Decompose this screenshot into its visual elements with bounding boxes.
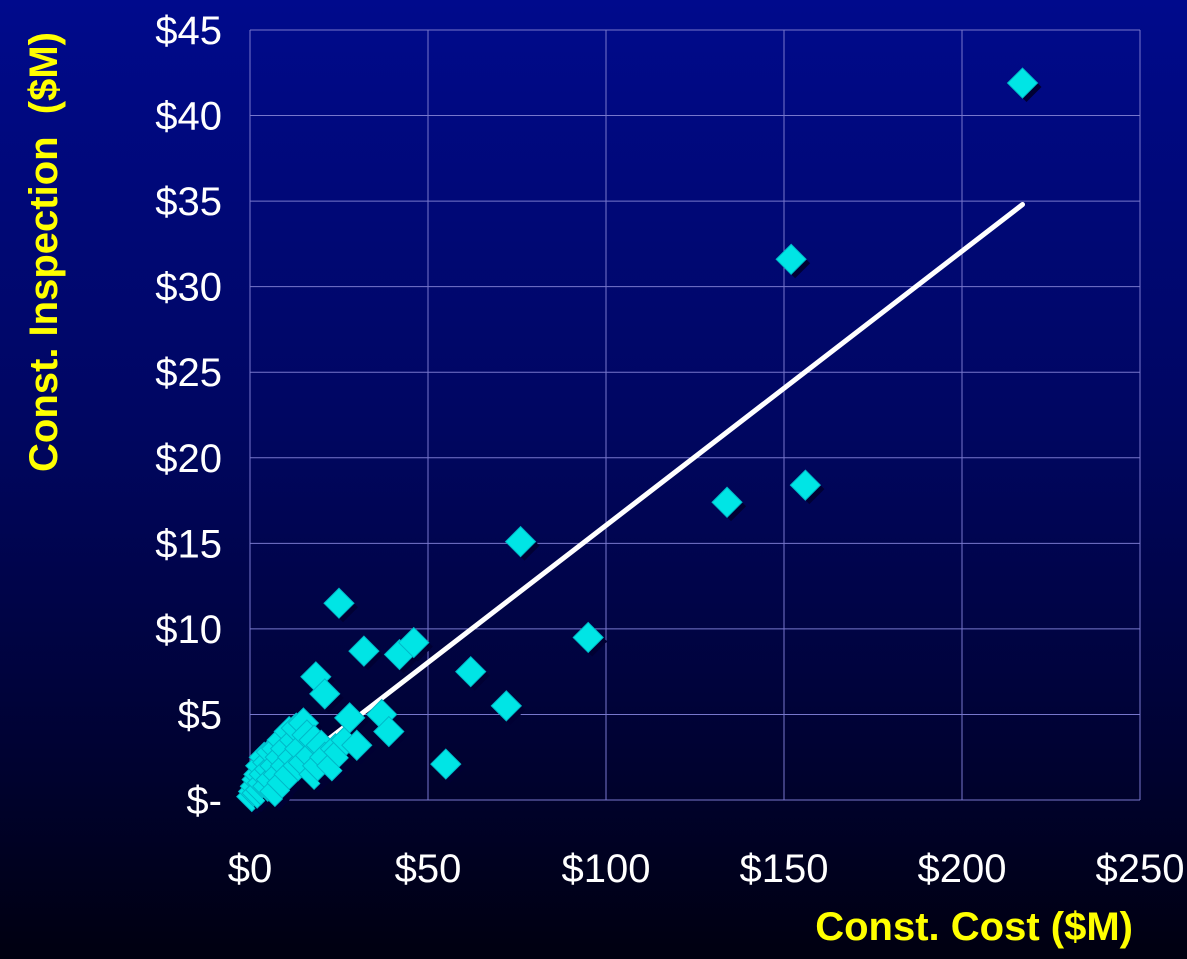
y-axis-title: Const. Inspection ($M) — [22, 32, 66, 472]
data-points — [236, 67, 1042, 816]
data-point-marker — [373, 715, 405, 748]
y-tick-label: $15 — [155, 522, 222, 566]
trendline-layer — [249, 202, 1026, 801]
data-point-marker — [775, 243, 807, 275]
data-point-marker — [348, 635, 380, 667]
data-point-marker — [789, 469, 822, 501]
grid-lines — [249, 29, 1141, 801]
x-tick-label: $50 — [395, 847, 462, 891]
data-point — [348, 635, 383, 671]
y-tick-label: $40 — [155, 95, 222, 139]
data-point-marker — [1006, 67, 1039, 99]
x-axis-title: Const. Cost ($M) — [815, 905, 1133, 949]
data-point — [455, 655, 490, 691]
data-point-marker — [309, 678, 341, 710]
data-point — [309, 678, 344, 713]
data-point-marker — [504, 525, 537, 558]
data-point — [1006, 67, 1042, 103]
data-point — [373, 715, 408, 751]
trendline — [249, 202, 1026, 801]
data-point-marker — [398, 626, 430, 659]
data-point — [333, 702, 369, 737]
data-point-marker — [711, 486, 743, 518]
y-tick-label: $- — [186, 779, 222, 823]
y-tick-label: $35 — [155, 180, 222, 224]
data-point — [490, 690, 526, 725]
x-tick-labels: $0 $50 $100 $150 $200 $250 — [228, 847, 1185, 891]
y-tick-label: $5 — [178, 693, 223, 737]
data-point-marker — [455, 655, 487, 688]
data-point-marker — [430, 748, 462, 780]
data-point-marker — [341, 729, 373, 761]
y-tick-label: $30 — [155, 266, 222, 310]
data-point — [430, 748, 465, 784]
data-point — [775, 243, 811, 279]
x-tick-label: $100 — [562, 847, 651, 891]
y-tick-label: $45 — [155, 9, 222, 53]
data-point — [323, 587, 358, 623]
y-tick-label: $20 — [155, 437, 222, 481]
x-tick-label: $150 — [740, 847, 829, 891]
data-point — [789, 469, 825, 505]
x-tick-label: $250 — [1096, 847, 1185, 891]
x-tick-label: $200 — [918, 847, 1007, 891]
data-point — [711, 486, 747, 522]
data-point — [504, 525, 540, 561]
data-point-marker — [490, 690, 523, 722]
data-point-marker — [333, 702, 366, 734]
x-tick-label: $0 — [228, 847, 273, 891]
y-tick-label: $25 — [155, 351, 222, 395]
data-point-marker — [572, 621, 604, 654]
data-point — [341, 729, 376, 765]
data-point — [572, 621, 608, 657]
data-point-marker — [323, 587, 355, 619]
y-tick-label: $10 — [155, 608, 222, 652]
y-tick-labels: $- $5 $10 $15 $20 $25 $30 $35 $40 $45 — [155, 9, 222, 823]
data-point — [398, 626, 433, 662]
